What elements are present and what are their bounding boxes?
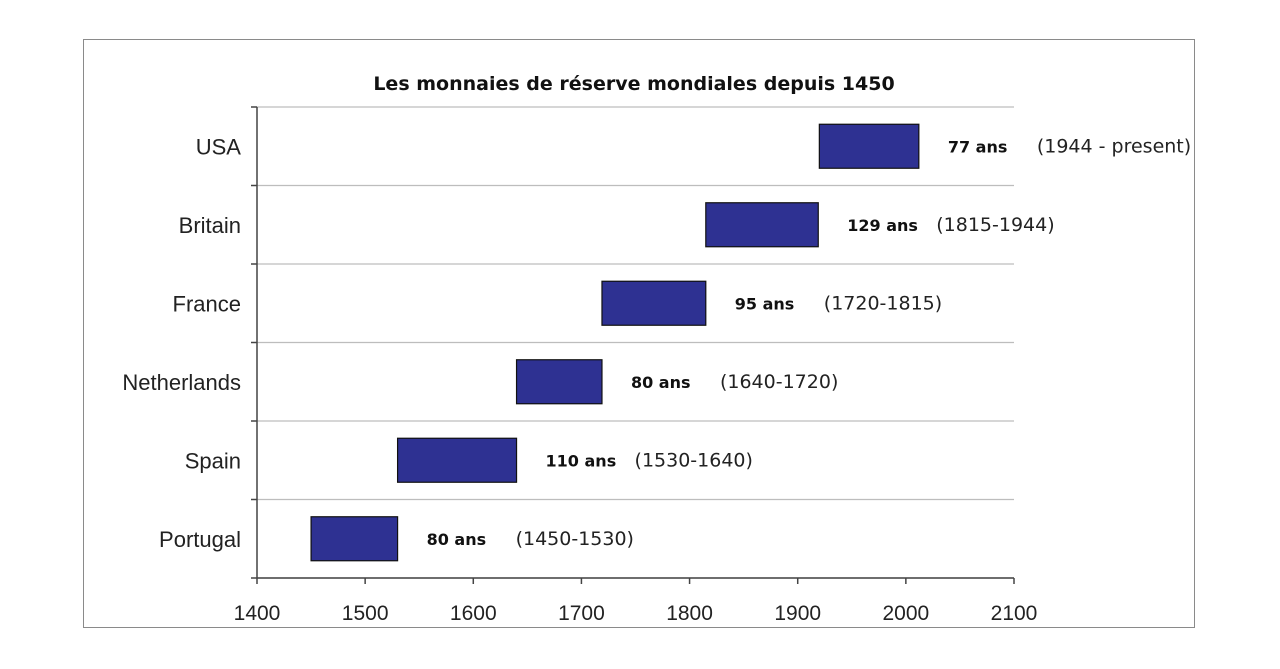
bar-spain [396,437,518,483]
range-label: (1640-1720) [720,371,838,393]
category-label: Britain [179,213,241,238]
x-tick-label: 1600 [450,602,497,625]
bar-usa [818,123,920,169]
x-tick-label: 1800 [666,602,713,625]
x-tick-label: 2000 [882,602,929,625]
range-label: (1450-1530) [516,528,634,550]
duration-label: 95 ans [735,294,795,313]
category-label: Spain [185,448,241,473]
x-tick-label: 2100 [991,602,1038,625]
duration-label: 129 ans [847,216,918,235]
category-label: USA [196,134,242,159]
range-label: (1815-1944) [936,214,1054,236]
category-label: France [173,291,241,316]
range-label: (1944 - present) [1037,135,1191,157]
duration-label: 77 ans [948,137,1008,156]
chart-title: Les monnaies de réserve mondiales depuis… [373,73,894,95]
x-tick-label: 1700 [558,602,605,625]
range-label: (1720-1815) [824,292,942,314]
bar-france [601,280,707,326]
category-label: Netherlands [122,370,241,395]
bar-portugal [310,516,399,562]
duration-label: 80 ans [631,373,691,392]
x-tick-label: 1500 [342,602,389,625]
duration-label: 110 ans [546,451,617,470]
x-tick-label: 1400 [234,602,281,625]
chart-frame [83,39,1195,628]
bar-britain [705,202,819,248]
x-tick-label: 1900 [774,602,821,625]
range-label: (1530-1640) [635,449,753,471]
duration-label: 80 ans [427,530,487,549]
category-label: Portugal [159,527,241,552]
bar-netherlands [515,359,603,405]
